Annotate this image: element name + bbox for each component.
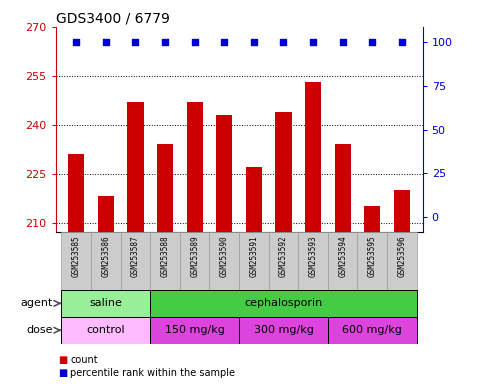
- Bar: [357, 232, 387, 290]
- Bar: [157, 144, 173, 232]
- Bar: [150, 232, 180, 290]
- Bar: [335, 144, 351, 232]
- Bar: [216, 115, 232, 232]
- Bar: [150, 290, 417, 317]
- Text: GSM253595: GSM253595: [368, 235, 377, 277]
- Text: 300 mg/kg: 300 mg/kg: [254, 325, 313, 335]
- Bar: [328, 317, 417, 344]
- Point: [309, 39, 317, 45]
- Text: percentile rank within the sample: percentile rank within the sample: [70, 368, 235, 378]
- Bar: [246, 167, 262, 232]
- Bar: [61, 290, 150, 317]
- Point: [280, 39, 287, 45]
- Text: ■: ■: [58, 368, 67, 378]
- Text: GSM253594: GSM253594: [338, 235, 347, 277]
- Point: [72, 39, 80, 45]
- Text: GSM253590: GSM253590: [220, 235, 229, 277]
- Point: [220, 39, 228, 45]
- Text: 600 mg/kg: 600 mg/kg: [342, 325, 402, 335]
- Bar: [186, 102, 203, 232]
- Bar: [239, 232, 269, 290]
- Bar: [364, 206, 381, 232]
- Text: count: count: [70, 355, 98, 365]
- Bar: [98, 197, 114, 232]
- Text: GSM253587: GSM253587: [131, 235, 140, 277]
- Bar: [269, 232, 298, 290]
- Point: [191, 39, 199, 45]
- Text: cephalosporin: cephalosporin: [244, 298, 323, 308]
- Point: [398, 39, 406, 45]
- Text: saline: saline: [89, 298, 122, 308]
- Text: ■: ■: [58, 355, 67, 365]
- Bar: [68, 154, 85, 232]
- Bar: [210, 232, 239, 290]
- Bar: [298, 232, 328, 290]
- Text: control: control: [86, 325, 125, 335]
- Text: dose: dose: [27, 325, 53, 335]
- Bar: [150, 317, 239, 344]
- Text: GSM253585: GSM253585: [72, 235, 81, 277]
- Point: [131, 39, 139, 45]
- Text: GSM253592: GSM253592: [279, 235, 288, 277]
- Bar: [305, 82, 321, 232]
- Bar: [128, 102, 143, 232]
- Text: GDS3400 / 6779: GDS3400 / 6779: [56, 12, 170, 26]
- Bar: [239, 317, 328, 344]
- Text: agent: agent: [21, 298, 53, 308]
- Bar: [91, 232, 121, 290]
- Point: [250, 39, 258, 45]
- Text: GSM253591: GSM253591: [249, 235, 258, 277]
- Bar: [387, 232, 417, 290]
- Bar: [61, 232, 91, 290]
- Bar: [275, 112, 292, 232]
- Point: [339, 39, 347, 45]
- Text: GSM253596: GSM253596: [398, 235, 406, 277]
- Text: GSM253589: GSM253589: [190, 235, 199, 277]
- Point: [102, 39, 110, 45]
- Bar: [328, 232, 357, 290]
- Text: GSM253586: GSM253586: [101, 235, 111, 277]
- Bar: [61, 317, 150, 344]
- Text: GSM253588: GSM253588: [160, 235, 170, 277]
- Text: 150 mg/kg: 150 mg/kg: [165, 325, 225, 335]
- Bar: [121, 232, 150, 290]
- Bar: [180, 232, 210, 290]
- Text: GSM253593: GSM253593: [309, 235, 318, 277]
- Point: [369, 39, 376, 45]
- Point: [161, 39, 169, 45]
- Bar: [394, 190, 410, 232]
